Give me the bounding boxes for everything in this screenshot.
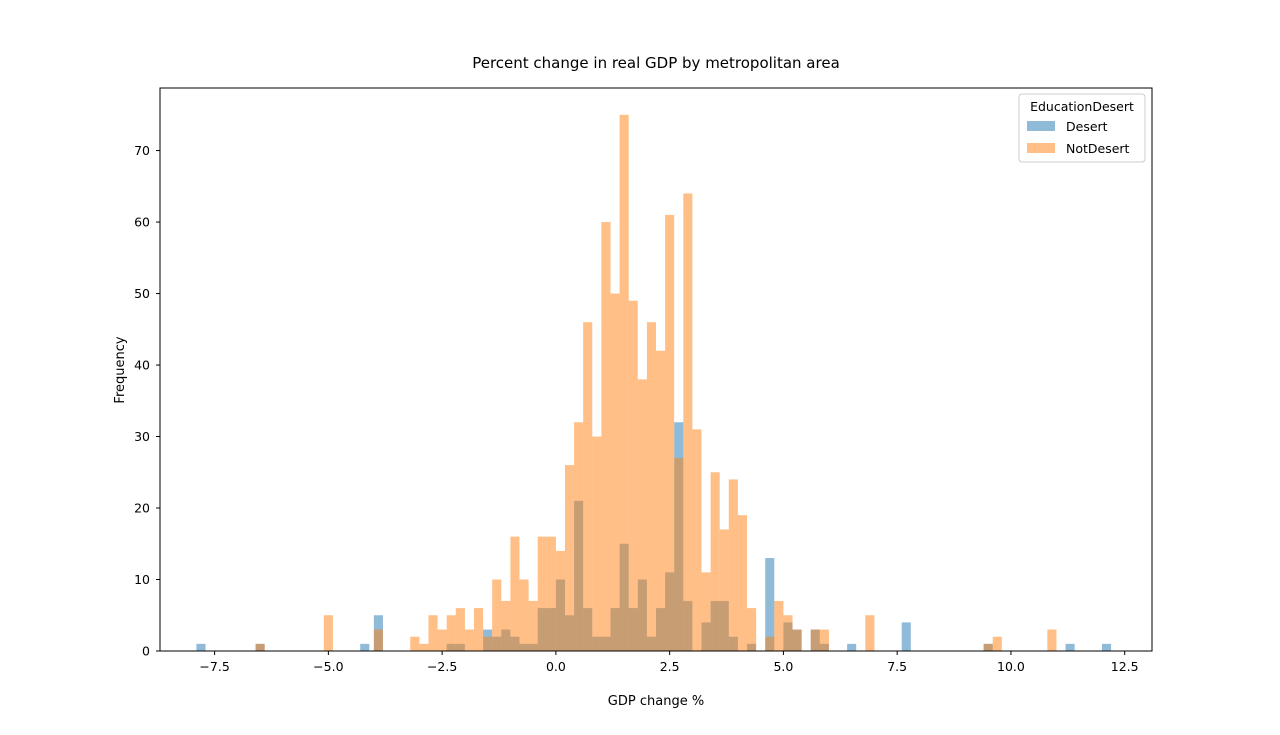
bar-notdesert — [619, 114, 629, 651]
y-axis-label: Frequency — [113, 336, 128, 403]
bar-notdesert — [583, 322, 593, 651]
bar-notdesert — [610, 293, 620, 651]
y-tick-label: 10 — [134, 572, 150, 587]
y-tick-label: 30 — [134, 429, 150, 444]
bar-desert — [1065, 643, 1075, 651]
plot-area-frame — [159, 87, 1153, 652]
bar-notdesert — [783, 615, 793, 651]
bar-notdesert — [483, 636, 493, 651]
bar-notdesert — [419, 643, 429, 651]
bars-layer — [196, 114, 1112, 652]
x-tick-label: −2.5 — [427, 659, 457, 674]
y-axis: 0 10 20 30 40 50 60 70 — [134, 143, 160, 659]
legend-swatch-notdesert — [1027, 143, 1055, 153]
bar-notdesert — [765, 636, 775, 651]
x-tick-label: −5.0 — [313, 659, 343, 674]
bar-notdesert — [710, 472, 720, 651]
bar-notdesert — [983, 643, 993, 651]
bar-desert — [196, 643, 206, 651]
bar-desert — [847, 643, 857, 651]
bar-notdesert — [1047, 629, 1057, 651]
legend-title: EducationDesert — [1030, 99, 1134, 114]
bar-notdesert — [455, 608, 465, 651]
x-tick-label: −7.5 — [199, 659, 229, 674]
bar-notdesert — [819, 629, 829, 651]
series-notdesert — [255, 114, 1057, 652]
y-tick-label: 60 — [134, 215, 150, 230]
bar-desert — [901, 622, 911, 651]
x-tick-label: 2.5 — [660, 659, 680, 674]
y-tick-label: 40 — [134, 358, 150, 373]
bar-notdesert — [555, 550, 565, 651]
y-tick-label: 50 — [134, 286, 150, 301]
y-tick-label: 0 — [142, 644, 150, 659]
bar-notdesert — [674, 457, 684, 651]
bar-notdesert — [719, 529, 729, 651]
bar-notdesert — [464, 629, 474, 651]
bar-desert — [360, 643, 370, 651]
bar-notdesert — [683, 193, 693, 651]
bar-notdesert — [528, 600, 538, 651]
bar-notdesert — [774, 600, 784, 651]
x-tick-label: 12.5 — [1111, 659, 1139, 674]
bar-notdesert — [992, 636, 1002, 651]
bar-notdesert — [601, 222, 611, 652]
legend-label-notdesert: NotDesert — [1066, 141, 1130, 156]
bar-notdesert — [255, 643, 265, 651]
bar-notdesert — [546, 536, 556, 651]
bar-notdesert — [656, 350, 666, 651]
bar-notdesert — [737, 515, 748, 651]
bar-notdesert — [728, 479, 738, 651]
x-tick-label: 0.0 — [546, 659, 566, 674]
bar-notdesert — [692, 429, 702, 651]
bar-notdesert — [446, 615, 456, 651]
bar-notdesert — [410, 636, 420, 651]
x-tick-label: 10.0 — [997, 659, 1025, 674]
bar-notdesert — [574, 422, 584, 651]
bar-notdesert — [492, 579, 502, 651]
legend-label-desert: Desert — [1066, 119, 1108, 134]
bar-notdesert — [428, 615, 438, 651]
bar-notdesert — [564, 465, 575, 651]
bar-notdesert — [701, 572, 711, 651]
bar-notdesert — [373, 629, 383, 651]
bar-notdesert — [628, 300, 638, 651]
bar-notdesert — [665, 214, 675, 651]
bar-notdesert — [519, 579, 529, 651]
bar-notdesert — [810, 629, 820, 651]
bar-notdesert — [646, 322, 656, 651]
x-tick-label: 7.5 — [887, 659, 907, 674]
bar-notdesert — [637, 379, 647, 651]
bar-notdesert — [537, 536, 547, 651]
bar-desert — [1101, 643, 1112, 651]
legend: EducationDesert Desert NotDesert — [1018, 93, 1146, 163]
bar-notdesert — [437, 629, 447, 651]
y-tick-label: 20 — [134, 501, 150, 516]
legend-swatch-desert — [1027, 121, 1055, 131]
chart-title: Percent change in real GDP by metropolit… — [472, 54, 840, 72]
bar-notdesert — [747, 608, 757, 651]
bar-notdesert — [792, 629, 802, 651]
bar-notdesert — [592, 436, 602, 651]
bar-notdesert — [865, 615, 875, 651]
x-tick-label: 5.0 — [773, 659, 793, 674]
bar-desert — [765, 558, 775, 651]
bar-notdesert — [510, 536, 520, 651]
x-axis-label: GDP change % — [608, 694, 704, 709]
bar-notdesert — [473, 608, 484, 651]
bar-notdesert — [323, 615, 333, 651]
bar-notdesert — [501, 600, 511, 651]
x-axis: −7.5 −5.0 −2.5 0.0 2.5 5.0 7.5 10.0 12.5 — [199, 651, 1139, 674]
y-tick-label: 70 — [134, 143, 150, 158]
